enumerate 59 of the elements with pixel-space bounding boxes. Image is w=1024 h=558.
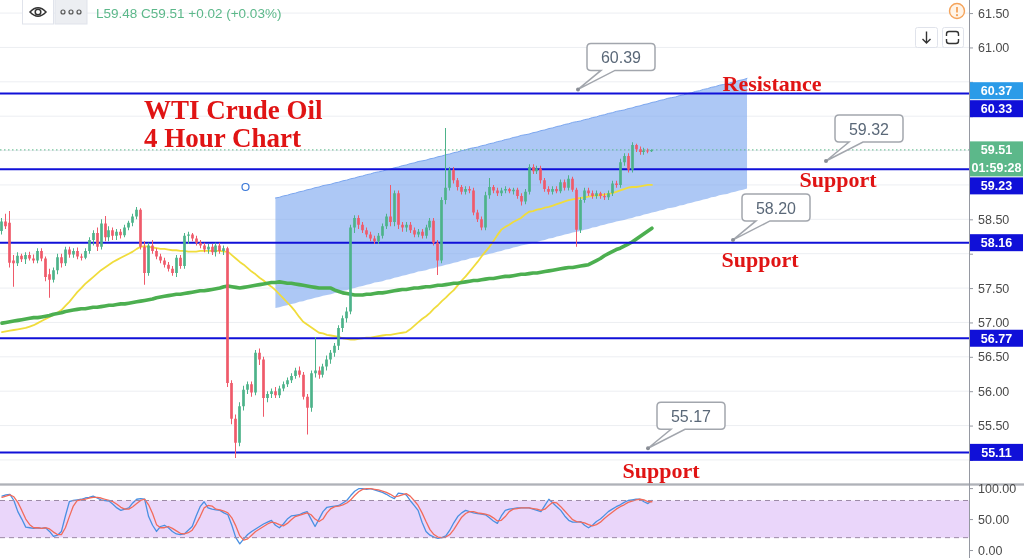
text: 01:59:28: [971, 161, 1022, 176]
annotation: 58.20: [755, 199, 797, 217]
y-tick-label: 56.00: [978, 384, 1010, 399]
annotation: 55.17: [670, 408, 712, 426]
y-tick-label: 61.00: [978, 40, 1010, 55]
candlestick: [159, 253, 162, 264]
y-tick-label: 50.00: [978, 512, 1010, 527]
candlestick: [314, 336, 317, 378]
text: 60.37: [980, 84, 1013, 99]
candlestick: [28, 251, 31, 261]
ref-line-label: 58.16: [980, 236, 1013, 251]
candlestick: [389, 184, 392, 227]
ref-line-label: 55.11: [981, 445, 1012, 460]
y-tick-label: 0.00: [978, 543, 1003, 558]
annotation: Support: [721, 247, 800, 273]
candlestick: [203, 242, 206, 253]
candlestick: [591, 190, 594, 199]
ref-line-label: 56.77: [980, 331, 1013, 346]
candlestick: [207, 244, 210, 254]
y-tick-label: 57.50: [978, 281, 1010, 296]
candlestick: [555, 186, 558, 194]
candlestick: [599, 191, 602, 199]
candlestick: [151, 239, 154, 254]
candlestick: [595, 190, 598, 199]
annotation: Support: [799, 166, 878, 192]
text: 59.32: [848, 121, 890, 138]
y-tick-label: 55.50: [978, 419, 1010, 434]
candlestick: [222, 245, 225, 256]
annotation: 60.39: [600, 49, 642, 67]
ref-line-label: 59.51: [980, 143, 1013, 158]
candlestick: [80, 253, 83, 261]
candlestick: [318, 366, 321, 379]
y-tick-label: 61.50: [978, 6, 1010, 21]
candlestick: [306, 393, 309, 435]
candlestick: [444, 127, 447, 205]
line-series: [1, 184, 653, 341]
ref-line-label: 59.23: [980, 179, 1013, 194]
text: 4 Hour Chart: [144, 123, 302, 153]
candlestick: [639, 146, 642, 155]
candlestick: [405, 222, 408, 232]
ref-line-label: 60.33: [980, 102, 1013, 117]
annotation: L59.48 C59.51 +0.02 (+0.03%): [96, 5, 282, 21]
annotation: Support: [622, 457, 701, 483]
candlestick: [401, 222, 404, 232]
candlestick: [464, 186, 467, 195]
y-tick-label: 56.50: [978, 350, 1010, 365]
candlestick: [32, 254, 35, 264]
candlestick: [187, 231, 190, 245]
annotation: Resistance: [722, 71, 822, 96]
candlestick: [547, 186, 550, 195]
text: WTI Crude Oil: [144, 95, 324, 125]
y-tick-label: 57.00: [978, 315, 1010, 330]
y-tick-label: 100.00: [978, 481, 1017, 496]
line-series: [0, 226, 654, 325]
candlestick: [191, 233, 194, 242]
candlestick: [369, 231, 372, 242]
y-tick-label: 58.50: [978, 212, 1010, 227]
candlestick: [551, 186, 554, 195]
candlestick: [270, 388, 273, 399]
